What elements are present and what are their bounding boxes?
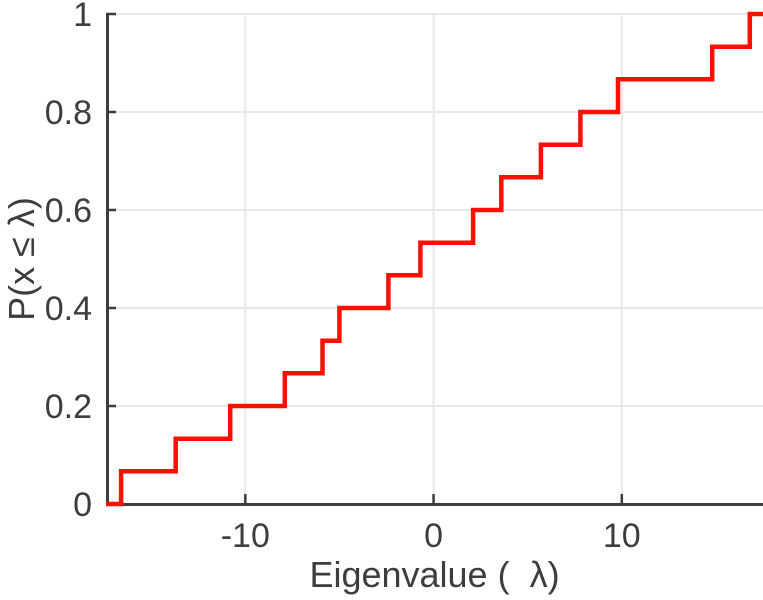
y-tick-label: 0 (73, 486, 92, 524)
y-axis-label: P(x ≤ λ) (1, 197, 42, 321)
y-tick-label: 0.2 (45, 388, 92, 426)
y-tick-label: 1 (73, 0, 92, 34)
y-tick-label: 0.6 (45, 192, 92, 230)
tick-marks (106, 12, 624, 506)
axes (106, 13, 763, 506)
x-tick-label: 10 (603, 517, 641, 555)
tick-labels: -10 0 10 0 0.2 0.4 0.6 0.8 1 (45, 0, 641, 555)
data-series (106, 11, 763, 507)
x-tick-label: -10 (221, 517, 270, 555)
ecdf-step-line (106, 11, 763, 507)
gridlines (106, 13, 763, 504)
x-tick-label: 0 (424, 517, 443, 555)
y-tick-label: 0.8 (45, 94, 92, 132)
y-tick-label: 0.4 (45, 290, 92, 328)
x-axis-label: Eigenvalue ( λ) (309, 554, 560, 595)
